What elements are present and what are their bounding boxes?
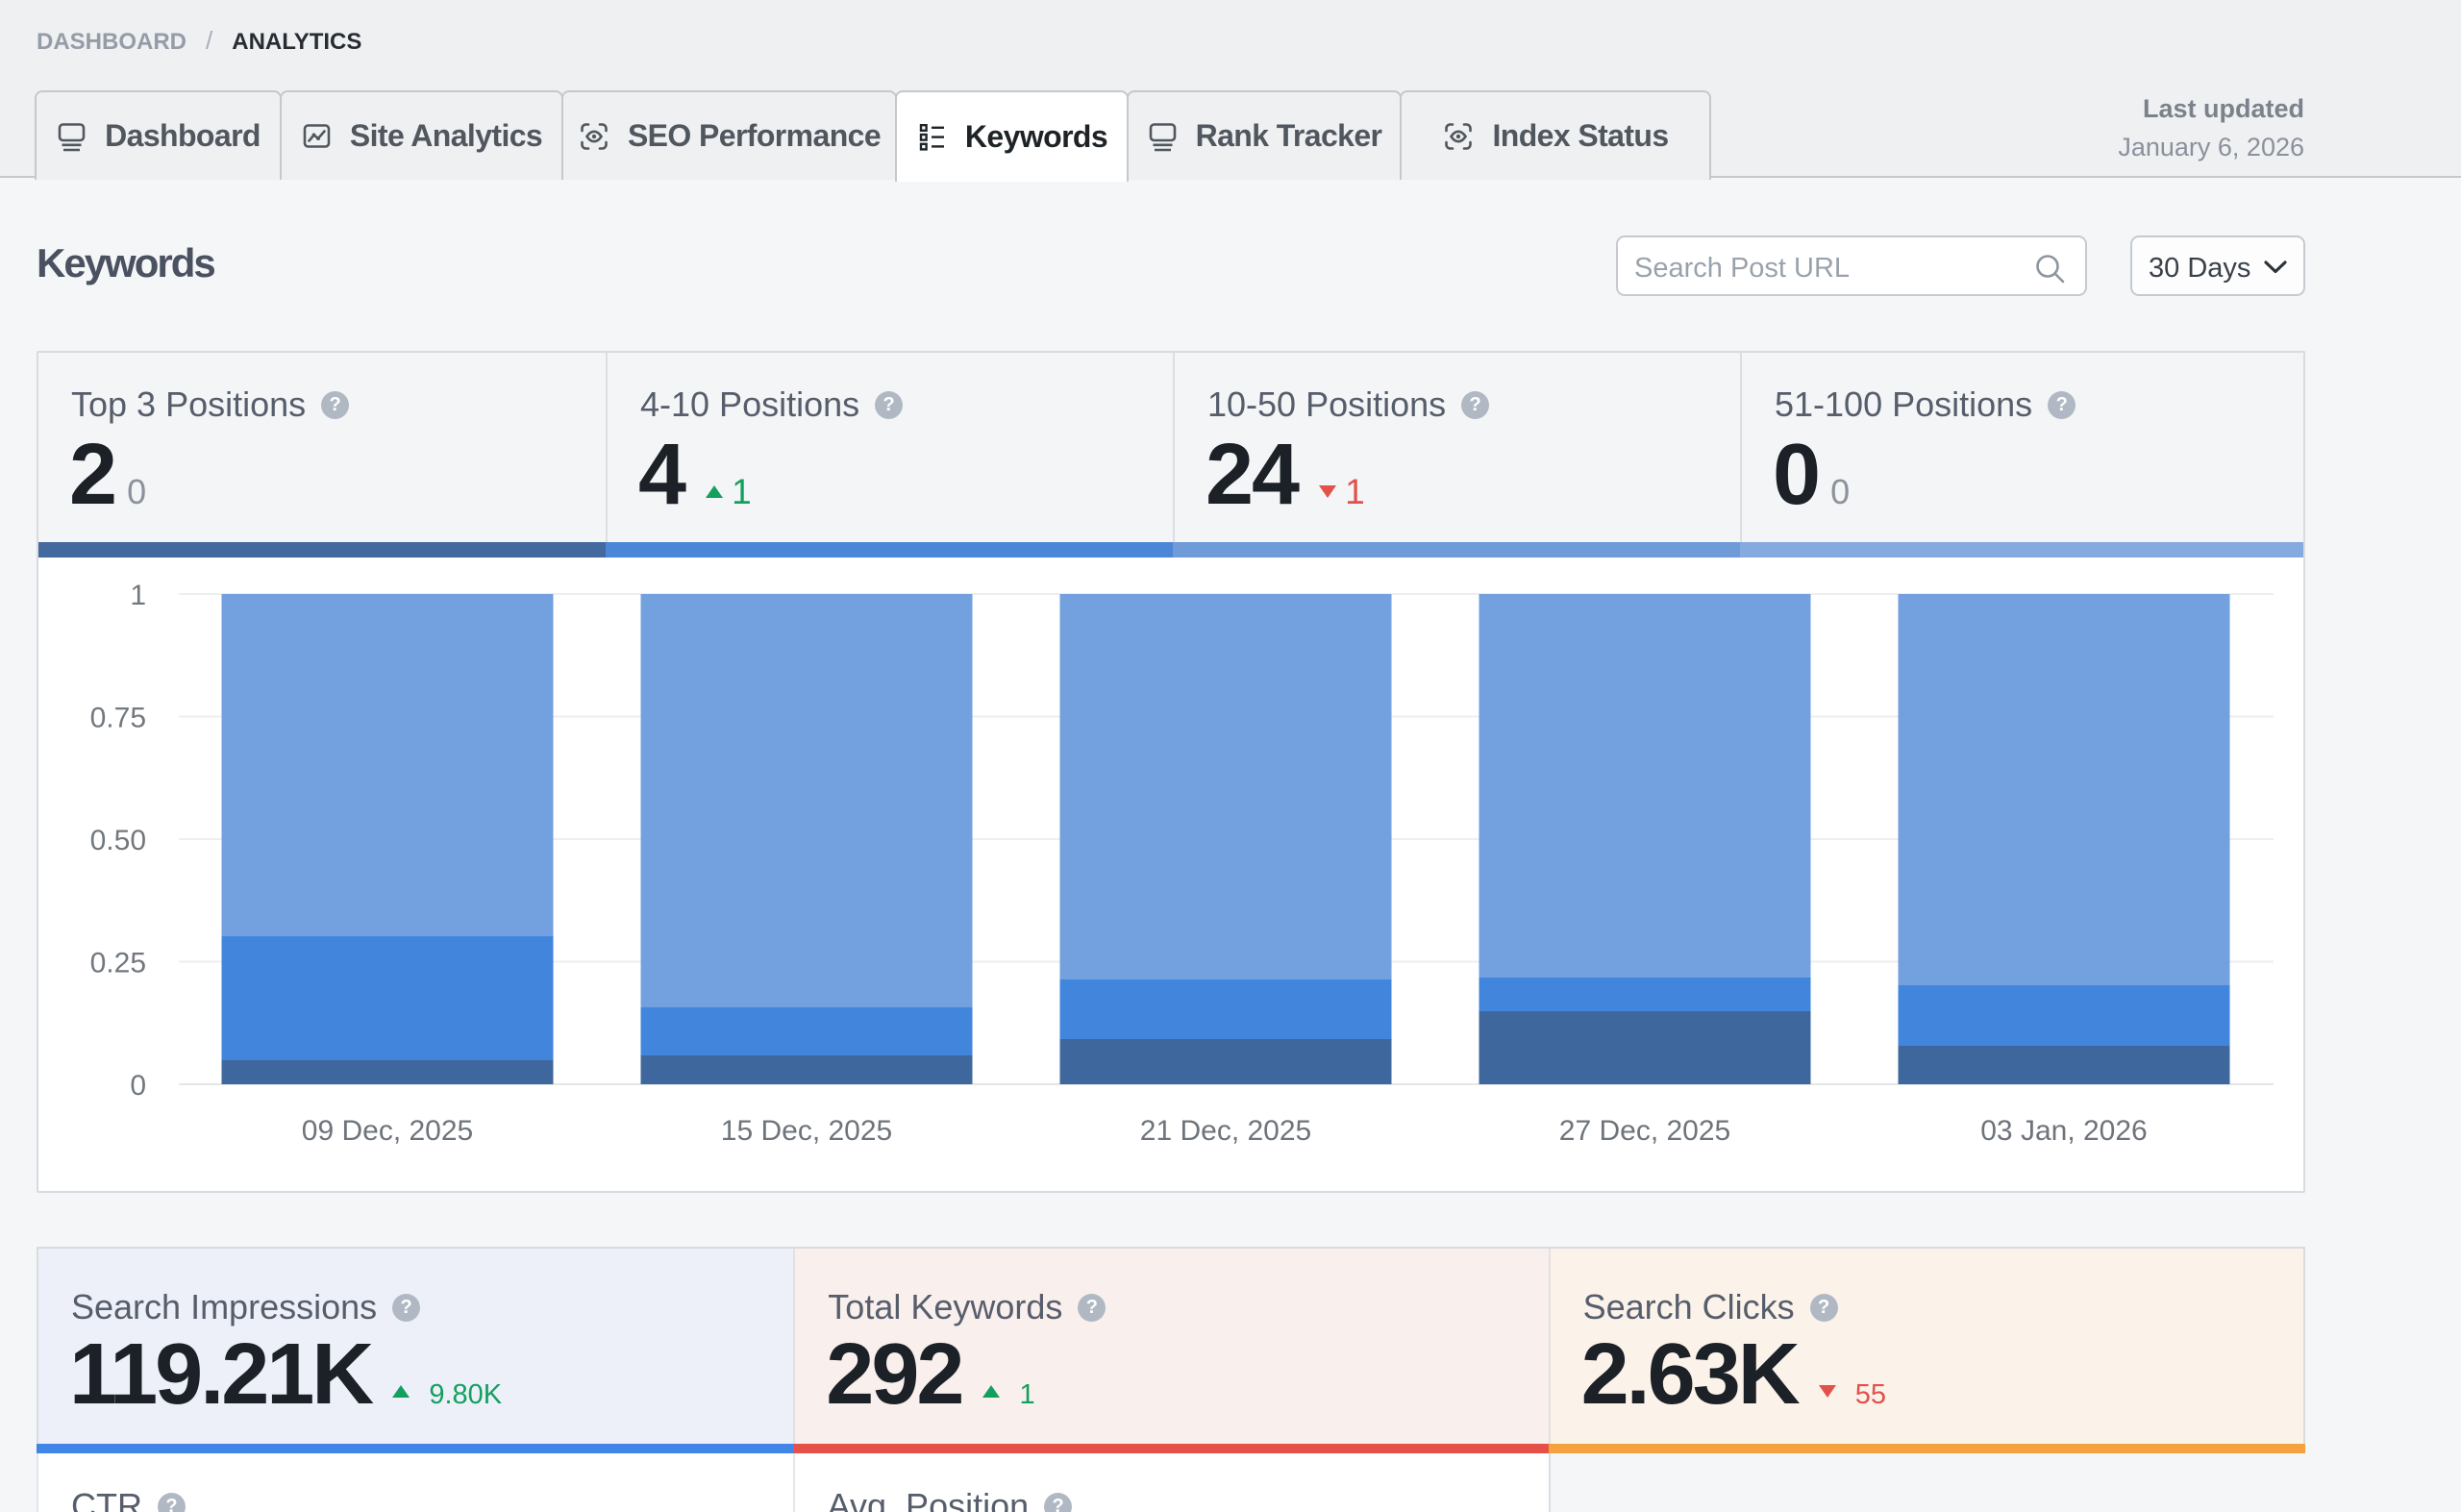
svg-text:0: 0 bbox=[130, 1070, 146, 1102]
svg-text:09 Dec, 2025: 09 Dec, 2025 bbox=[302, 1115, 473, 1147]
svg-text:21 Dec, 2025: 21 Dec, 2025 bbox=[1140, 1115, 1311, 1147]
svg-text:27 Dec, 2025: 27 Dec, 2025 bbox=[1559, 1115, 1730, 1147]
svg-text:0.25: 0.25 bbox=[90, 948, 146, 979]
svg-text:0.75: 0.75 bbox=[90, 703, 146, 734]
svg-text:15 Dec, 2025: 15 Dec, 2025 bbox=[721, 1115, 892, 1147]
svg-text:0.50: 0.50 bbox=[90, 825, 146, 856]
svg-text:03 Jan, 2026: 03 Jan, 2026 bbox=[1980, 1115, 2147, 1147]
svg-text:1: 1 bbox=[130, 580, 146, 611]
